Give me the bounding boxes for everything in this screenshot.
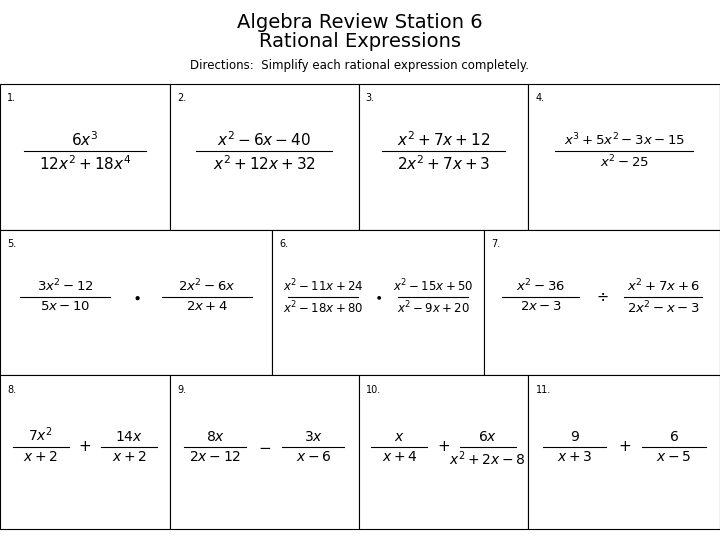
Text: $x+2$: $x+2$ [112, 449, 147, 463]
Text: $2x+4$: $2x+4$ [186, 300, 228, 313]
Text: $2x^2-x-3$: $2x^2-x-3$ [627, 300, 700, 316]
Bar [359, 375, 528, 529]
Text: 9.: 9. [177, 385, 186, 395]
Text: $5x-10$: $5x-10$ [40, 300, 91, 313]
Text: 10.: 10. [366, 385, 381, 395]
Text: Rational Expressions: Rational Expressions [259, 32, 461, 51]
Text: $+$: $+$ [437, 440, 450, 454]
Text: 3.: 3. [366, 93, 375, 104]
Text: $+$: $+$ [618, 440, 631, 454]
Text: $x^2-15x+50$: $x^2-15x+50$ [393, 278, 473, 294]
Text: 8.: 8. [7, 385, 17, 395]
Text: $x^2-18x+80$: $x^2-18x+80$ [283, 300, 363, 316]
Text: $2x-3$: $2x-3$ [520, 300, 562, 313]
Bar [272, 230, 484, 375]
Text: $x+4$: $x+4$ [382, 449, 417, 463]
Text: $3x$: $3x$ [304, 430, 323, 444]
Text: $6x$: $6x$ [478, 430, 498, 444]
Text: $x^2-6x-40$: $x^2-6x-40$ [217, 130, 311, 148]
Text: $6x^3$: $6x^3$ [71, 130, 99, 148]
Bar [359, 84, 528, 230]
Text: $x^2+7x+6$: $x^2+7x+6$ [626, 278, 700, 294]
Text: $14x$: $14x$ [115, 430, 143, 444]
Bar [484, 230, 720, 375]
Text: $3x^2-12$: $3x^2-12$ [37, 278, 94, 294]
Bar [170, 375, 359, 529]
Bar [170, 84, 359, 230]
Text: $9$: $9$ [570, 430, 580, 444]
Text: $x^2-25$: $x^2-25$ [600, 154, 649, 171]
Text: $x+3$: $x+3$ [557, 449, 592, 463]
Text: $7x^2$: $7x^2$ [28, 426, 53, 444]
Text: Algebra Review Station 6: Algebra Review Station 6 [237, 14, 483, 32]
Bar [0, 375, 170, 529]
Text: $x^2+7x+12$: $x^2+7x+12$ [397, 130, 490, 148]
Bar [0, 84, 170, 230]
Text: 6.: 6. [279, 239, 289, 249]
Text: 1.: 1. [7, 93, 17, 104]
Text: $\bullet$: $\bullet$ [132, 289, 140, 305]
Text: $-$: $-$ [258, 440, 271, 454]
Text: $8x$: $8x$ [206, 430, 225, 444]
Text: 11.: 11. [536, 385, 551, 395]
Text: $x^2+2x-8$: $x^2+2x-8$ [449, 449, 526, 468]
Text: $x^3+5x^2-3x-15$: $x^3+5x^2-3x-15$ [564, 132, 685, 148]
Text: $x-6$: $x-6$ [295, 449, 331, 463]
Text: $12x^2+18x^4$: $12x^2+18x^4$ [39, 154, 131, 173]
Text: $\div$: $\div$ [595, 289, 608, 305]
Text: $x^2-9x+20$: $x^2-9x+20$ [397, 300, 469, 316]
Text: $2x^2+7x+3$: $2x^2+7x+3$ [397, 154, 490, 173]
Text: $2x-12$: $2x-12$ [189, 449, 241, 463]
Text: $x^2+12x+32$: $x^2+12x+32$ [212, 154, 316, 173]
Text: $2x^2-6x$: $2x^2-6x$ [178, 278, 235, 294]
Bar [528, 84, 720, 230]
Text: 7.: 7. [491, 239, 500, 249]
Text: 2.: 2. [177, 93, 186, 104]
Text: Directions:  Simplify each rational expression completely.: Directions: Simplify each rational expre… [191, 59, 529, 72]
Bar [0, 230, 272, 375]
Bar [528, 375, 720, 529]
Text: $6$: $6$ [669, 430, 679, 444]
Text: $x^2-36$: $x^2-36$ [516, 278, 565, 294]
Text: 4.: 4. [536, 93, 545, 104]
Text: $x$: $x$ [394, 430, 405, 444]
Text: $x^2-11x+24$: $x^2-11x+24$ [283, 278, 363, 294]
Text: $x-5$: $x-5$ [657, 449, 692, 463]
Text: $x+2$: $x+2$ [23, 449, 58, 463]
Text: $+$: $+$ [78, 440, 91, 454]
Text: $\bullet$: $\bullet$ [374, 291, 382, 303]
Text: 5.: 5. [7, 239, 17, 249]
